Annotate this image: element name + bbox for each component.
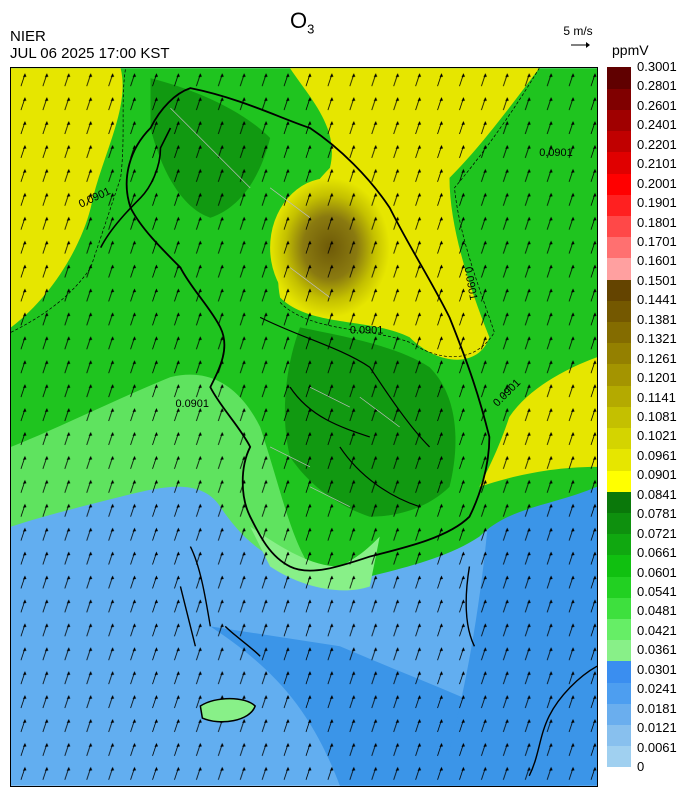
legend-label: 0.1601 [637, 253, 677, 269]
legend-label: 0.1801 [637, 214, 677, 230]
legend-label: 0.2801 [637, 78, 677, 94]
legend-swatch [607, 130, 631, 153]
legend-label: 0.0301 [637, 661, 677, 677]
legend-swatch [607, 745, 631, 768]
legend-label: 0 [637, 759, 645, 774]
legend-swatch [607, 342, 631, 365]
legend-label: 0.1381 [637, 311, 677, 327]
legend-swatch [607, 109, 631, 132]
legend-label: 0.1701 [637, 234, 677, 249]
legend-label: 0.0541 [637, 584, 677, 599]
legend-swatch [607, 257, 631, 280]
legend-swatch [607, 533, 631, 556]
admin-boundaries [170, 107, 400, 508]
legend-swatch [607, 491, 631, 513]
legend-swatch [607, 300, 631, 323]
legend-label: 0.1021 [637, 428, 677, 444]
legend-label: 0.0841 [637, 486, 677, 502]
legend-label: 0.0661 [637, 545, 677, 561]
legend-label: 0.0481 [637, 603, 677, 619]
legend-swatch [607, 427, 631, 450]
wind-reference-arrow-icon [571, 42, 590, 48]
legend-label: 0.0721 [637, 525, 677, 541]
legend-swatch [607, 597, 631, 619]
legend-swatch [607, 215, 631, 238]
legend-label: 0.0241 [637, 681, 677, 697]
legend-swatch [607, 279, 631, 301]
legend-swatch [607, 703, 631, 726]
map-title: O3 [290, 8, 315, 37]
legend-label: 0.0181 [637, 700, 677, 716]
legend-swatch [607, 385, 631, 407]
legend-swatch [607, 660, 631, 683]
legend-swatch [607, 151, 631, 174]
legend-swatch [607, 618, 631, 641]
legend-label: 0.0061 [637, 739, 677, 755]
legend-swatch [607, 554, 631, 577]
legend-swatch [607, 724, 631, 747]
legend-swatch [607, 576, 631, 598]
legend-label: 0.1901 [637, 195, 677, 211]
legend-label: 0.0961 [637, 447, 677, 463]
timestamp-label: JUL 06 2025 17:00 KST [10, 45, 170, 62]
legend-swatch [607, 173, 631, 195]
wind-vector-field [11, 68, 597, 786]
contour-line [279, 68, 540, 357]
legend-label: 0.0421 [637, 622, 677, 638]
contour-label: 0.0901 [539, 147, 573, 159]
legend-label: 0.2601 [637, 97, 677, 113]
provincial-boundaries [259, 316, 430, 508]
legend-label: 0.2101 [637, 156, 677, 172]
legend-label: 0.2201 [637, 136, 677, 152]
legend-swatch [607, 321, 631, 344]
jeju-island-outline [199, 697, 257, 723]
contour-label: 0.0901 [350, 324, 384, 336]
contour-label: 0.0901 [175, 398, 209, 410]
legend-label: 0.3001 [637, 59, 677, 74]
korean-peninsula-coastline [125, 87, 491, 572]
legend-label: 0.0601 [637, 564, 677, 580]
legend-label: 0.0361 [637, 642, 677, 658]
legend-label: 0.2401 [637, 117, 677, 133]
legend-swatch [607, 470, 631, 492]
legend-swatch [607, 512, 631, 535]
legend-label: 0.0901 [637, 467, 677, 483]
source-label: NIER [10, 28, 46, 45]
legend-label: 0.1141 [637, 389, 676, 405]
legend-label: 0.0121 [637, 720, 677, 736]
ozone-map: 0.0901 0.0901 0.0901 0.0901 0.0901 0.090… [10, 67, 598, 787]
wind-reference-label: 5 m/s [563, 24, 593, 38]
legend-swatch [607, 236, 631, 259]
legend-swatch [607, 88, 631, 110]
legend-label: 0.0781 [637, 506, 677, 522]
legend-swatch [607, 406, 631, 429]
japan-coastline [465, 566, 597, 777]
legend-label: 0.1081 [637, 409, 677, 424]
contour-line [11, 68, 126, 333]
legend-label: 0.1441 [637, 292, 677, 308]
legend-swatch [607, 67, 631, 89]
contour-label: 0.0901 [461, 266, 479, 301]
legend-swatch [607, 682, 631, 704]
legend-label: 0.1501 [637, 272, 677, 288]
units-label: ppmV [612, 42, 649, 58]
north-west-coastline [99, 127, 172, 248]
legend-swatch [607, 194, 631, 216]
legend-label: 0.1321 [637, 331, 677, 347]
legend-swatch [607, 363, 631, 386]
legend-label: 0.1261 [637, 350, 677, 366]
southwest-islands [179, 546, 261, 657]
legend-swatch [607, 639, 631, 662]
legend-label: 0.1201 [637, 370, 677, 386]
legend-swatch [607, 448, 631, 471]
legend-label: 0.2001 [637, 175, 677, 191]
